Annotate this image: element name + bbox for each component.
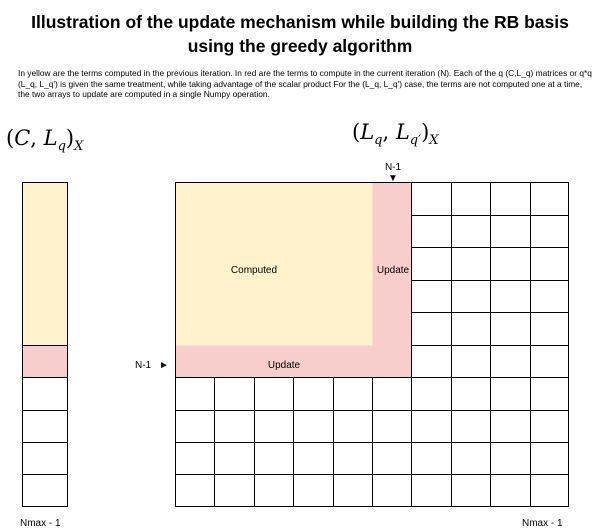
title-line-2: using the greedy algorithm [187,36,413,56]
n-minus-1-top-label: N-1 [385,162,402,173]
diagram-title: Illustration of the update mechanism whi… [0,10,600,58]
left-matrix-label: (C, Lq)X [6,126,84,155]
left-computed-region [22,182,68,346]
right-matrix [175,182,569,507]
arrow-down-icon: ▼ [388,173,398,184]
nmax-right-label: Nmax - 1 [522,518,563,529]
right-matrix-label: (Lq, Lq′)X [352,120,439,149]
computed-region [175,182,373,346]
left-grid-lines [22,410,68,475]
left-update-region [22,345,68,378]
left-vector [22,182,68,507]
title-line-1: Illustration of the update mechanism whi… [31,12,569,32]
n-minus-1-left-label: N-1 [135,360,152,371]
update-right-label: Update [377,265,410,276]
arrow-right-icon: ► [159,360,169,371]
update-bottom-label: Update [268,360,301,371]
computed-label: Computed [231,265,277,276]
right-grid-lines [175,182,569,507]
description-text: In yellow are the terms computed in the … [18,68,592,100]
nmax-left-label: Nmax - 1 [20,518,61,529]
